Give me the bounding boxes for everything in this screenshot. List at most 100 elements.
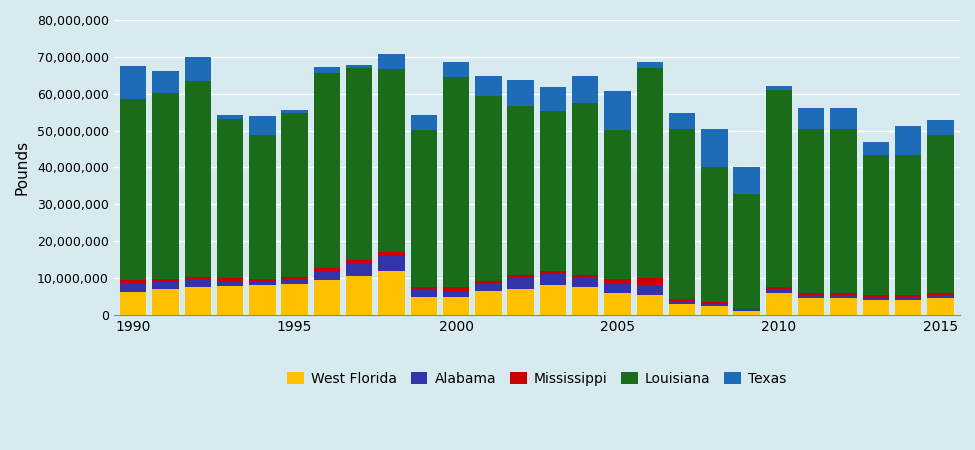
Bar (282, 110, 308, 113)
Bar (765, 90, 792, 287)
Bar (152, 93, 178, 279)
Bar (346, 68, 372, 260)
Bar (249, 116, 276, 135)
Bar (120, 66, 146, 99)
Bar (669, 304, 695, 315)
Bar (152, 282, 178, 289)
Bar (378, 256, 405, 271)
Bar (216, 119, 244, 278)
Bar (184, 277, 211, 280)
Bar (249, 279, 276, 282)
Bar (669, 299, 695, 302)
Bar (765, 289, 792, 293)
Bar (216, 286, 244, 315)
Bar (249, 285, 276, 315)
Y-axis label: Pounds: Pounds (15, 140, 30, 195)
Bar (475, 291, 501, 315)
Bar (346, 263, 372, 276)
Bar (120, 280, 146, 283)
Bar (733, 309, 760, 310)
Bar (831, 298, 857, 315)
Bar (282, 284, 308, 315)
Bar (410, 297, 437, 315)
Bar (314, 271, 340, 280)
Bar (798, 293, 825, 296)
Bar (120, 99, 146, 280)
Bar (314, 73, 340, 268)
Bar (701, 304, 727, 306)
Bar (540, 271, 566, 274)
Bar (249, 135, 276, 279)
Bar (733, 311, 760, 315)
Bar (346, 65, 372, 68)
Bar (863, 155, 889, 296)
Legend: West Florida, Alabama, Mississippi, Louisiana, Texas: West Florida, Alabama, Mississippi, Loui… (282, 366, 792, 391)
Bar (443, 291, 469, 297)
Bar (507, 80, 534, 106)
Bar (410, 115, 437, 130)
Bar (572, 104, 599, 275)
Bar (540, 285, 566, 315)
Bar (378, 69, 405, 252)
Bar (895, 296, 921, 298)
Bar (184, 287, 211, 315)
Bar (184, 280, 211, 287)
Bar (346, 276, 372, 315)
Bar (604, 279, 631, 284)
Bar (475, 281, 501, 284)
Bar (831, 129, 857, 293)
Bar (927, 135, 954, 293)
Bar (927, 298, 954, 315)
Bar (282, 113, 308, 277)
Bar (733, 194, 760, 309)
Bar (895, 300, 921, 315)
Bar (604, 91, 631, 130)
Bar (895, 155, 921, 296)
Bar (604, 130, 631, 279)
Bar (572, 275, 599, 278)
Bar (863, 300, 889, 315)
Bar (637, 68, 663, 278)
Bar (475, 76, 501, 96)
Bar (669, 112, 695, 129)
Bar (798, 108, 825, 129)
Bar (895, 298, 921, 300)
Bar (895, 126, 921, 155)
Bar (863, 297, 889, 300)
Bar (410, 287, 437, 289)
Bar (216, 116, 244, 119)
Bar (314, 67, 340, 73)
Bar (314, 280, 340, 315)
Bar (314, 268, 340, 271)
Bar (863, 142, 889, 155)
Bar (475, 284, 501, 291)
Bar (184, 81, 211, 277)
Bar (863, 296, 889, 297)
Bar (831, 108, 857, 129)
Bar (507, 106, 534, 275)
Bar (572, 278, 599, 287)
Bar (637, 63, 663, 68)
Bar (765, 86, 792, 90)
Bar (152, 289, 178, 315)
Bar (443, 77, 469, 287)
Bar (831, 293, 857, 296)
Bar (927, 296, 954, 298)
Bar (765, 293, 792, 315)
Bar (443, 63, 469, 77)
Bar (765, 287, 792, 289)
Bar (152, 279, 178, 282)
Bar (669, 302, 695, 304)
Bar (282, 277, 308, 280)
Bar (733, 167, 760, 194)
Bar (120, 292, 146, 315)
Bar (216, 281, 244, 286)
Bar (378, 271, 405, 315)
Bar (540, 111, 566, 271)
Bar (798, 129, 825, 293)
Bar (927, 293, 954, 296)
Bar (540, 274, 566, 285)
Bar (637, 295, 663, 315)
Bar (346, 260, 372, 263)
Bar (378, 54, 405, 69)
